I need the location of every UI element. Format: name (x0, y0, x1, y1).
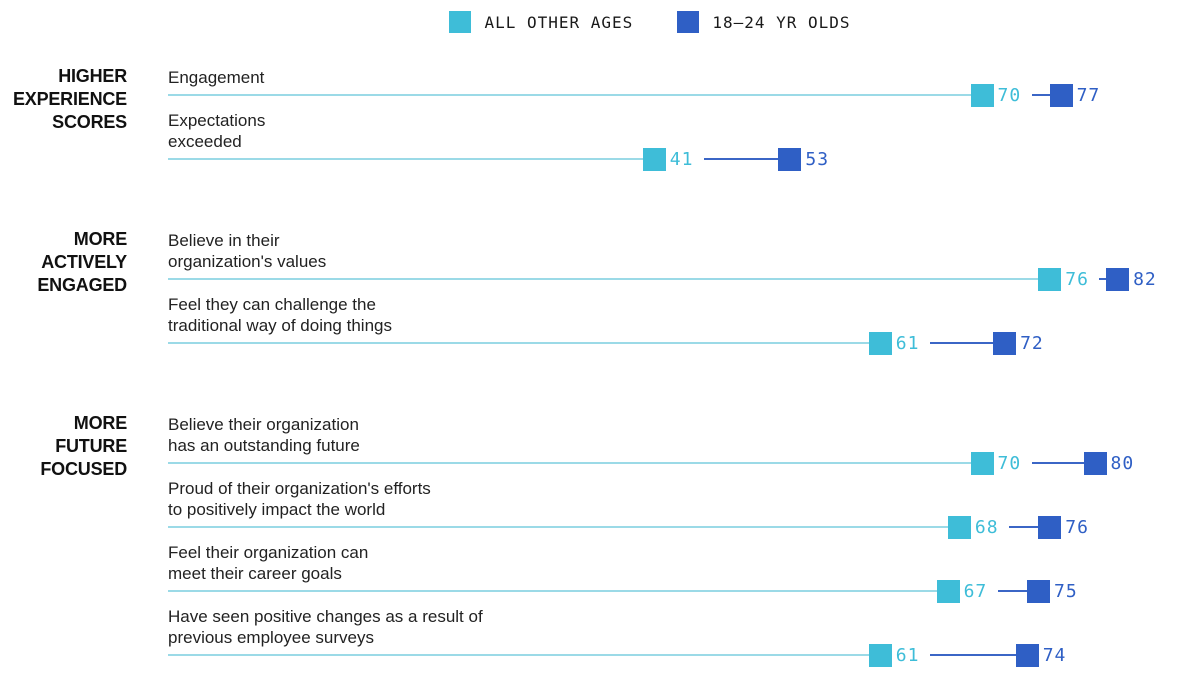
row-label-line: organization's values (168, 252, 327, 271)
row-label: Proud of their organization's efforts to … (168, 478, 431, 520)
marker-all-other-ages (868, 644, 892, 667)
connector-line (997, 590, 1027, 592)
marker-all-other-ages (868, 332, 892, 355)
marker-18-24 (1049, 84, 1073, 107)
legend-label: ALL OTHER AGES (484, 12, 634, 32)
row-label-line: Feel their organization can (168, 543, 369, 562)
chart-row: Have seen positive changes as a result o… (0, 594, 1200, 667)
chart-row: HIGHER EXPERIENCE SCORES Engagement 70 77 (0, 34, 1200, 132)
value-18-24: 77 (1076, 85, 1101, 106)
row-label: Believe in their organization's values (168, 230, 326, 272)
row-label-line: Expectations (168, 111, 266, 130)
value-all-other-ages: 70 (997, 453, 1022, 474)
value-18-24: 82 (1133, 269, 1157, 290)
track-line (168, 654, 881, 656)
value-all-other-ages: 41 (669, 149, 694, 170)
value-18-24: 75 (1054, 581, 1078, 602)
legend-item-all-other-ages: ALL OTHER AGES (449, 11, 633, 33)
track-line (168, 526, 960, 528)
chart-row: MORE ACTIVELY ENGAGED Believe in their org… (0, 218, 1200, 295)
marker-18-24 (1027, 580, 1050, 603)
chart-row: Proud of their organization's efforts to … (0, 466, 1200, 539)
row-label-line: Engagement (168, 68, 265, 87)
group-label: MORE ACTIVELY ENGAGED (37, 229, 127, 295)
marker-all-other-ages (970, 452, 994, 475)
marker-18-24 (1038, 516, 1062, 539)
marker-18-24 (1083, 452, 1107, 475)
row-label: Expectations exceeded (168, 110, 265, 152)
marker-18-24 (1106, 268, 1130, 291)
track-line (168, 158, 655, 160)
track-line (168, 342, 881, 344)
row-label: Engagement (168, 67, 264, 88)
legend-item-18-24: 18–24 YR OLDS (677, 11, 850, 33)
group-label: MORE FUTURE FOCUSED (40, 413, 127, 479)
chart-row: MORE FUTURE FOCUSED Believe their organiz… (0, 402, 1200, 479)
connector-line (1031, 94, 1050, 96)
row-label: Believe their organization has an outstan… (168, 414, 360, 456)
track-line (168, 590, 949, 592)
legend-swatch-light-icon (449, 11, 472, 33)
value-18-24: 74 (1042, 645, 1067, 666)
group-label: HIGHER EXPERIENCE SCORES (12, 66, 127, 132)
row-label-line: exceeded (168, 132, 242, 151)
connector-line (1008, 526, 1039, 528)
value-all-other-ages: 70 (997, 85, 1022, 106)
track-line (168, 278, 1050, 280)
value-all-other-ages: 61 (895, 333, 920, 354)
legend-label: 18–24 YR OLDS (712, 12, 851, 32)
track-line (168, 462, 982, 464)
row-label-line: Proud of their organization's efforts (168, 479, 431, 498)
row-label-line: Have seen positive changes as a result o… (168, 607, 483, 626)
marker-18-24 (993, 332, 1017, 355)
value-all-other-ages: 67 (963, 581, 988, 602)
value-18-24: 72 (1020, 333, 1044, 354)
connector-line (1031, 462, 1084, 464)
chart-row: Expectations exceeded 41 53 (0, 98, 1200, 171)
chart-row: Feel their organization can meet their ca… (0, 530, 1200, 603)
marker-18-24 (1015, 644, 1039, 667)
row-label-line: Feel they can challenge the (168, 295, 376, 314)
row-label-line: meet their career goals (168, 564, 342, 583)
chart-legend: ALL OTHER AGES 18–24 YR OLDS (0, 0, 1200, 34)
row-label: Feel their organization can meet their ca… (168, 542, 368, 584)
marker-all-other-ages (936, 580, 960, 603)
connector-line (929, 654, 1016, 656)
marker-all-other-ages (1038, 268, 1062, 291)
value-18-24: 76 (1065, 517, 1089, 538)
dumbbell-chart: HIGHER EXPERIENCE SCORES Engagement 70 77 Ex… (0, 34, 1200, 667)
legend-swatch-dark-icon (677, 11, 700, 33)
track-line (168, 94, 982, 96)
marker-18-24 (778, 148, 802, 171)
connector-line (929, 342, 994, 344)
row-label-line: Believe in their (168, 231, 280, 250)
row-label: Have seen positive changes as a result o… (168, 606, 483, 648)
row-label-line: Believe their organization (168, 415, 359, 434)
row-label-line: traditional way of doing things (168, 316, 392, 335)
connector-line (1099, 278, 1107, 280)
row-label: Feel they can challenge the traditional w… (168, 294, 392, 336)
row-label-line: previous employee surveys (168, 628, 374, 647)
row-label-line: to positively impact the world (168, 500, 386, 519)
value-all-other-ages: 76 (1065, 269, 1089, 290)
connector-line (703, 158, 779, 160)
value-all-other-ages: 68 (974, 517, 999, 538)
marker-all-other-ages (970, 84, 994, 107)
marker-all-other-ages (642, 148, 666, 171)
marker-all-other-ages (947, 516, 971, 539)
value-18-24: 80 (1110, 453, 1135, 474)
chart-row: Feel they can challenge the traditional w… (0, 282, 1200, 355)
value-18-24: 53 (805, 149, 830, 170)
value-all-other-ages: 61 (895, 645, 920, 666)
row-label-line: has an outstanding future (168, 436, 360, 455)
